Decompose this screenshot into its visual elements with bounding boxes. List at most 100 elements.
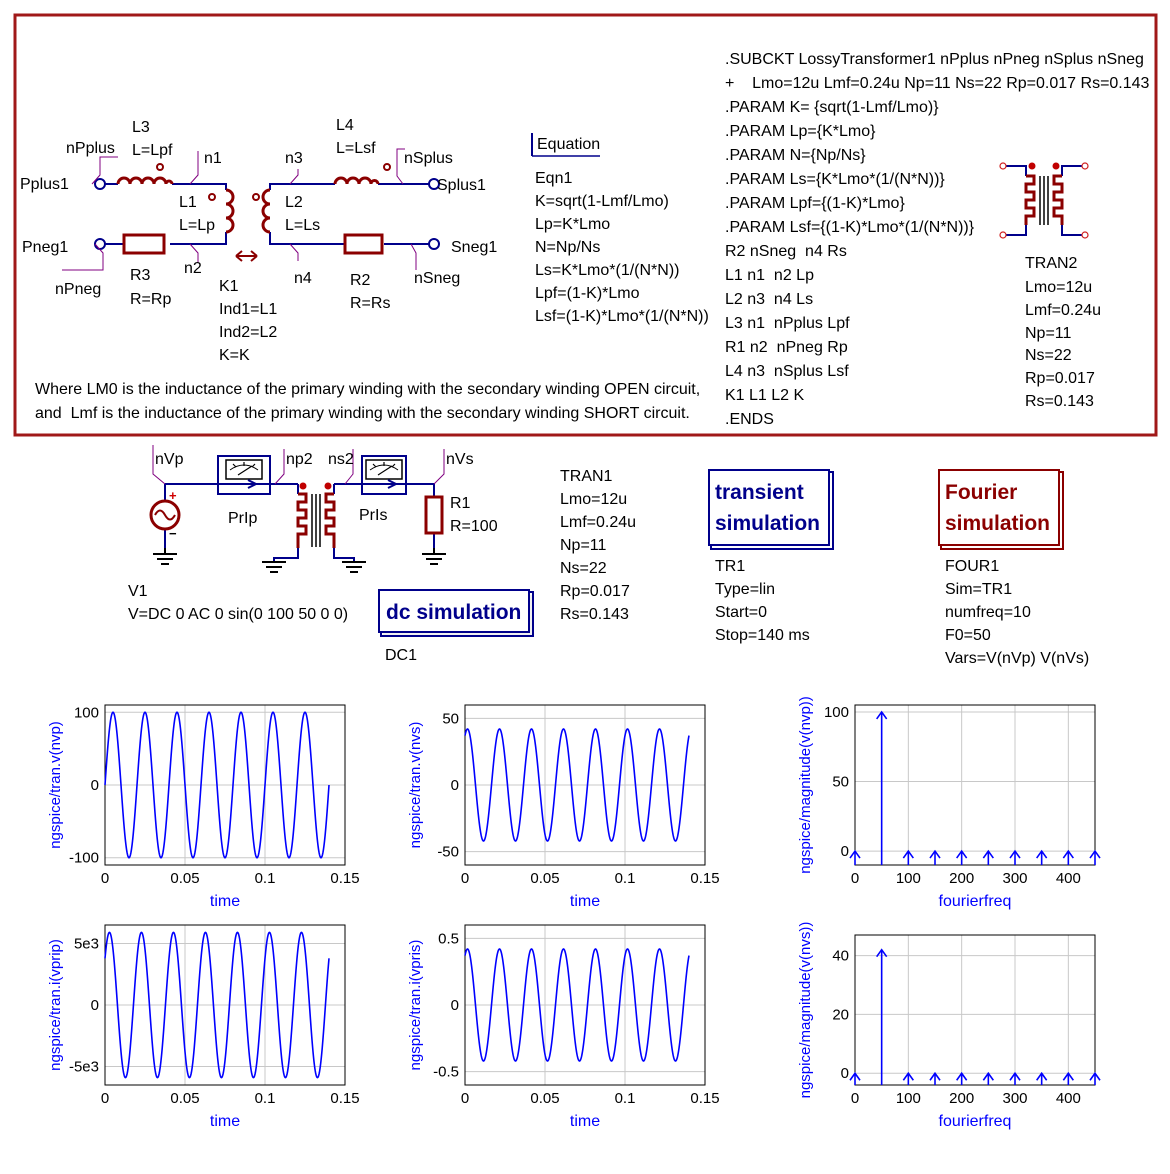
y-tick-label: -0.5 [433,1064,459,1081]
ground-icon [342,561,366,573]
four-sim-name: FOUR1 [945,558,999,575]
x-tick-label: 0.05 [530,1090,559,1107]
dc-simulation-block[interactable]: dc simulation [378,589,534,637]
spectrum-bar-head [956,849,968,859]
port-splus[interactable]: Splus1 [428,177,486,194]
tran2-line-3: Np=11 [1025,325,1072,342]
tran1-line-2: Lmf=0.24u [560,514,636,531]
r2-name: R2 [350,272,371,289]
current-probe-pris[interactable] [361,455,407,495]
equation-header: Equation [537,136,600,153]
port-pplus-label: Pplus1 [20,176,69,193]
tran1-line-4: Ns=22 [560,560,607,577]
netlist-line: .PARAM Lsf={(1-K)*Lmo*(1/(N*N))} [725,219,975,236]
r3-name: R3 [130,267,151,284]
y-axis-label: ngspice/tran.i(vprip) [47,939,64,1071]
y-tick-label: 5e3 [74,935,99,952]
chart-3: 0 100 200 300 400 0 50 100 fourierfreq ngspice/ma… [797,696,1101,910]
dc-sim-title: dc simulation [386,601,521,624]
spectrum-bar-head [1089,1071,1101,1081]
test-node-label-lines [152,445,445,485]
v1-value: V=DC 0 AC 0 sin(0 100 50 0 0) [128,606,348,623]
resistor-r2[interactable] [343,233,384,255]
netlist-line: .PARAM K= {sqrt(1-Lmf/Lmo)} [725,99,939,116]
r3-value: R=Rp [130,291,171,308]
y-tick-label: 0.5 [438,930,459,947]
tran2-line-1: Lmo=12u [1025,279,1092,296]
y-tick-label: -50 [437,844,459,861]
netlist-line: .PARAM Ls={K*Lmo*(1/(N*N))} [725,171,945,188]
equation-block[interactable]: Equation [531,133,600,157]
y-tick-label: 0 [841,1065,849,1082]
netlist-line: L3 n1 nPplus Lpf [725,315,850,332]
charts-area: 0 0.05 0.1 0.15-1000100timengspice/tran.v(n… [47,696,1101,1130]
resistor-r3[interactable] [122,233,166,255]
equation-line-5: Lpf=(1-K)*Lmo [535,285,640,302]
four-sim-line-4: Vars=V(nVp) V(nVs) [945,650,1089,667]
port-pneg[interactable]: Pneg1 [22,238,106,256]
r1-name: R1 [450,495,471,512]
l1-value: L=Lp [179,217,215,234]
netlist-line: R1 n2 nPneg Rp [725,339,848,356]
spectrum-bar-head [929,849,941,859]
y-tick-label: 0 [451,997,459,1014]
subckt-netlist: .SUBCKT LossyTransformer1 nPplus nPneg n… [725,51,1150,428]
chart-4: 0 0.05 0.1 0.15-5e305e3timengspice/tran.i(v… [47,924,360,1130]
chart-5: 0 0.05 0.1 0.15-0.500.5timengspice/tran.i(v… [407,924,720,1130]
port-pplus[interactable]: Pplus1 [20,176,106,193]
x-tick-label: 0.05 [170,870,199,887]
spectrum-bar-head [1036,1071,1048,1081]
netlist-line: L4 n3 nSplus Lsf [725,363,849,380]
netlist-line: L1 n1 n2 Lp [725,267,814,284]
k1-name: K1 [219,278,239,295]
equation-line-6: Lsf=(1-K)*Lmo*(1/(N*N)) [535,308,709,325]
svg-text:+: + [169,488,177,503]
port-sneg[interactable]: Sneg1 [428,238,497,256]
svg-text:−: − [169,526,177,541]
y-tick-label: 40 [832,948,849,965]
note-line-2: and Lmf is the inductance of the primary… [35,405,690,422]
spectrum-bar-head [902,849,914,859]
tr-sim-name: TR1 [715,558,745,575]
ground-icon [262,561,286,573]
y-tick-label: 100 [824,704,849,721]
x-tick-label: 400 [1056,870,1081,887]
x-tick-label: 0 [461,870,469,887]
chart-6: 0 100 200 300 400 0 20 40 fourierfreq ngspice/mag… [797,922,1101,1130]
resistor-r1[interactable] [424,495,444,535]
coupling-k1[interactable] [235,250,258,262]
current-probe-prip[interactable] [217,455,271,495]
fourier-simulation-block[interactable]: Fourier simulation [938,469,1064,550]
inductor-l3[interactable] [116,163,174,185]
k1-line-1: Ind1=L1 [219,301,277,318]
x-tick-label: 0.15 [690,1090,719,1107]
plot-frame [854,704,1096,866]
series-line [104,931,330,1079]
x-tick-label: 100 [896,870,921,887]
node-npneg: nPneg [55,281,101,298]
voltage-source-v1[interactable]: + − [149,488,181,541]
tran2-line-5: Rp=0.017 [1025,370,1095,387]
transformer-tran2-symbol[interactable] [999,162,1089,239]
x-tick-label: 0.1 [255,870,276,887]
transient-simulation-block[interactable]: transient simulation [708,469,834,550]
spectrum-bar-head [1089,849,1101,859]
l2-value: L=Ls [285,217,320,234]
y-axis-label: ngspice/tran.v(nvs) [407,722,424,849]
spectrum-bar-head [929,1071,941,1081]
l2-name: L2 [285,194,303,211]
x-tick-label: 0.15 [330,870,359,887]
inductor-l1[interactable] [208,188,235,234]
inductor-l2[interactable] [252,188,271,234]
tr-sim-line-2: Start=0 [715,604,767,621]
x-tick-label: 0 [851,1090,859,1107]
inductor-l4[interactable] [333,163,391,185]
plot-frame [464,924,706,1086]
transformer-tran1-symbol[interactable] [296,482,336,549]
r1-value: R=100 [450,518,498,535]
node-nsneg: nSneg [414,270,460,287]
tran1-name: TRAN1 [560,468,613,485]
x-axis-label: time [210,893,240,910]
equation-line-4: Ls=K*Lmo*(1/(N*N)) [535,262,679,279]
tran2-name: TRAN2 [1025,255,1078,272]
